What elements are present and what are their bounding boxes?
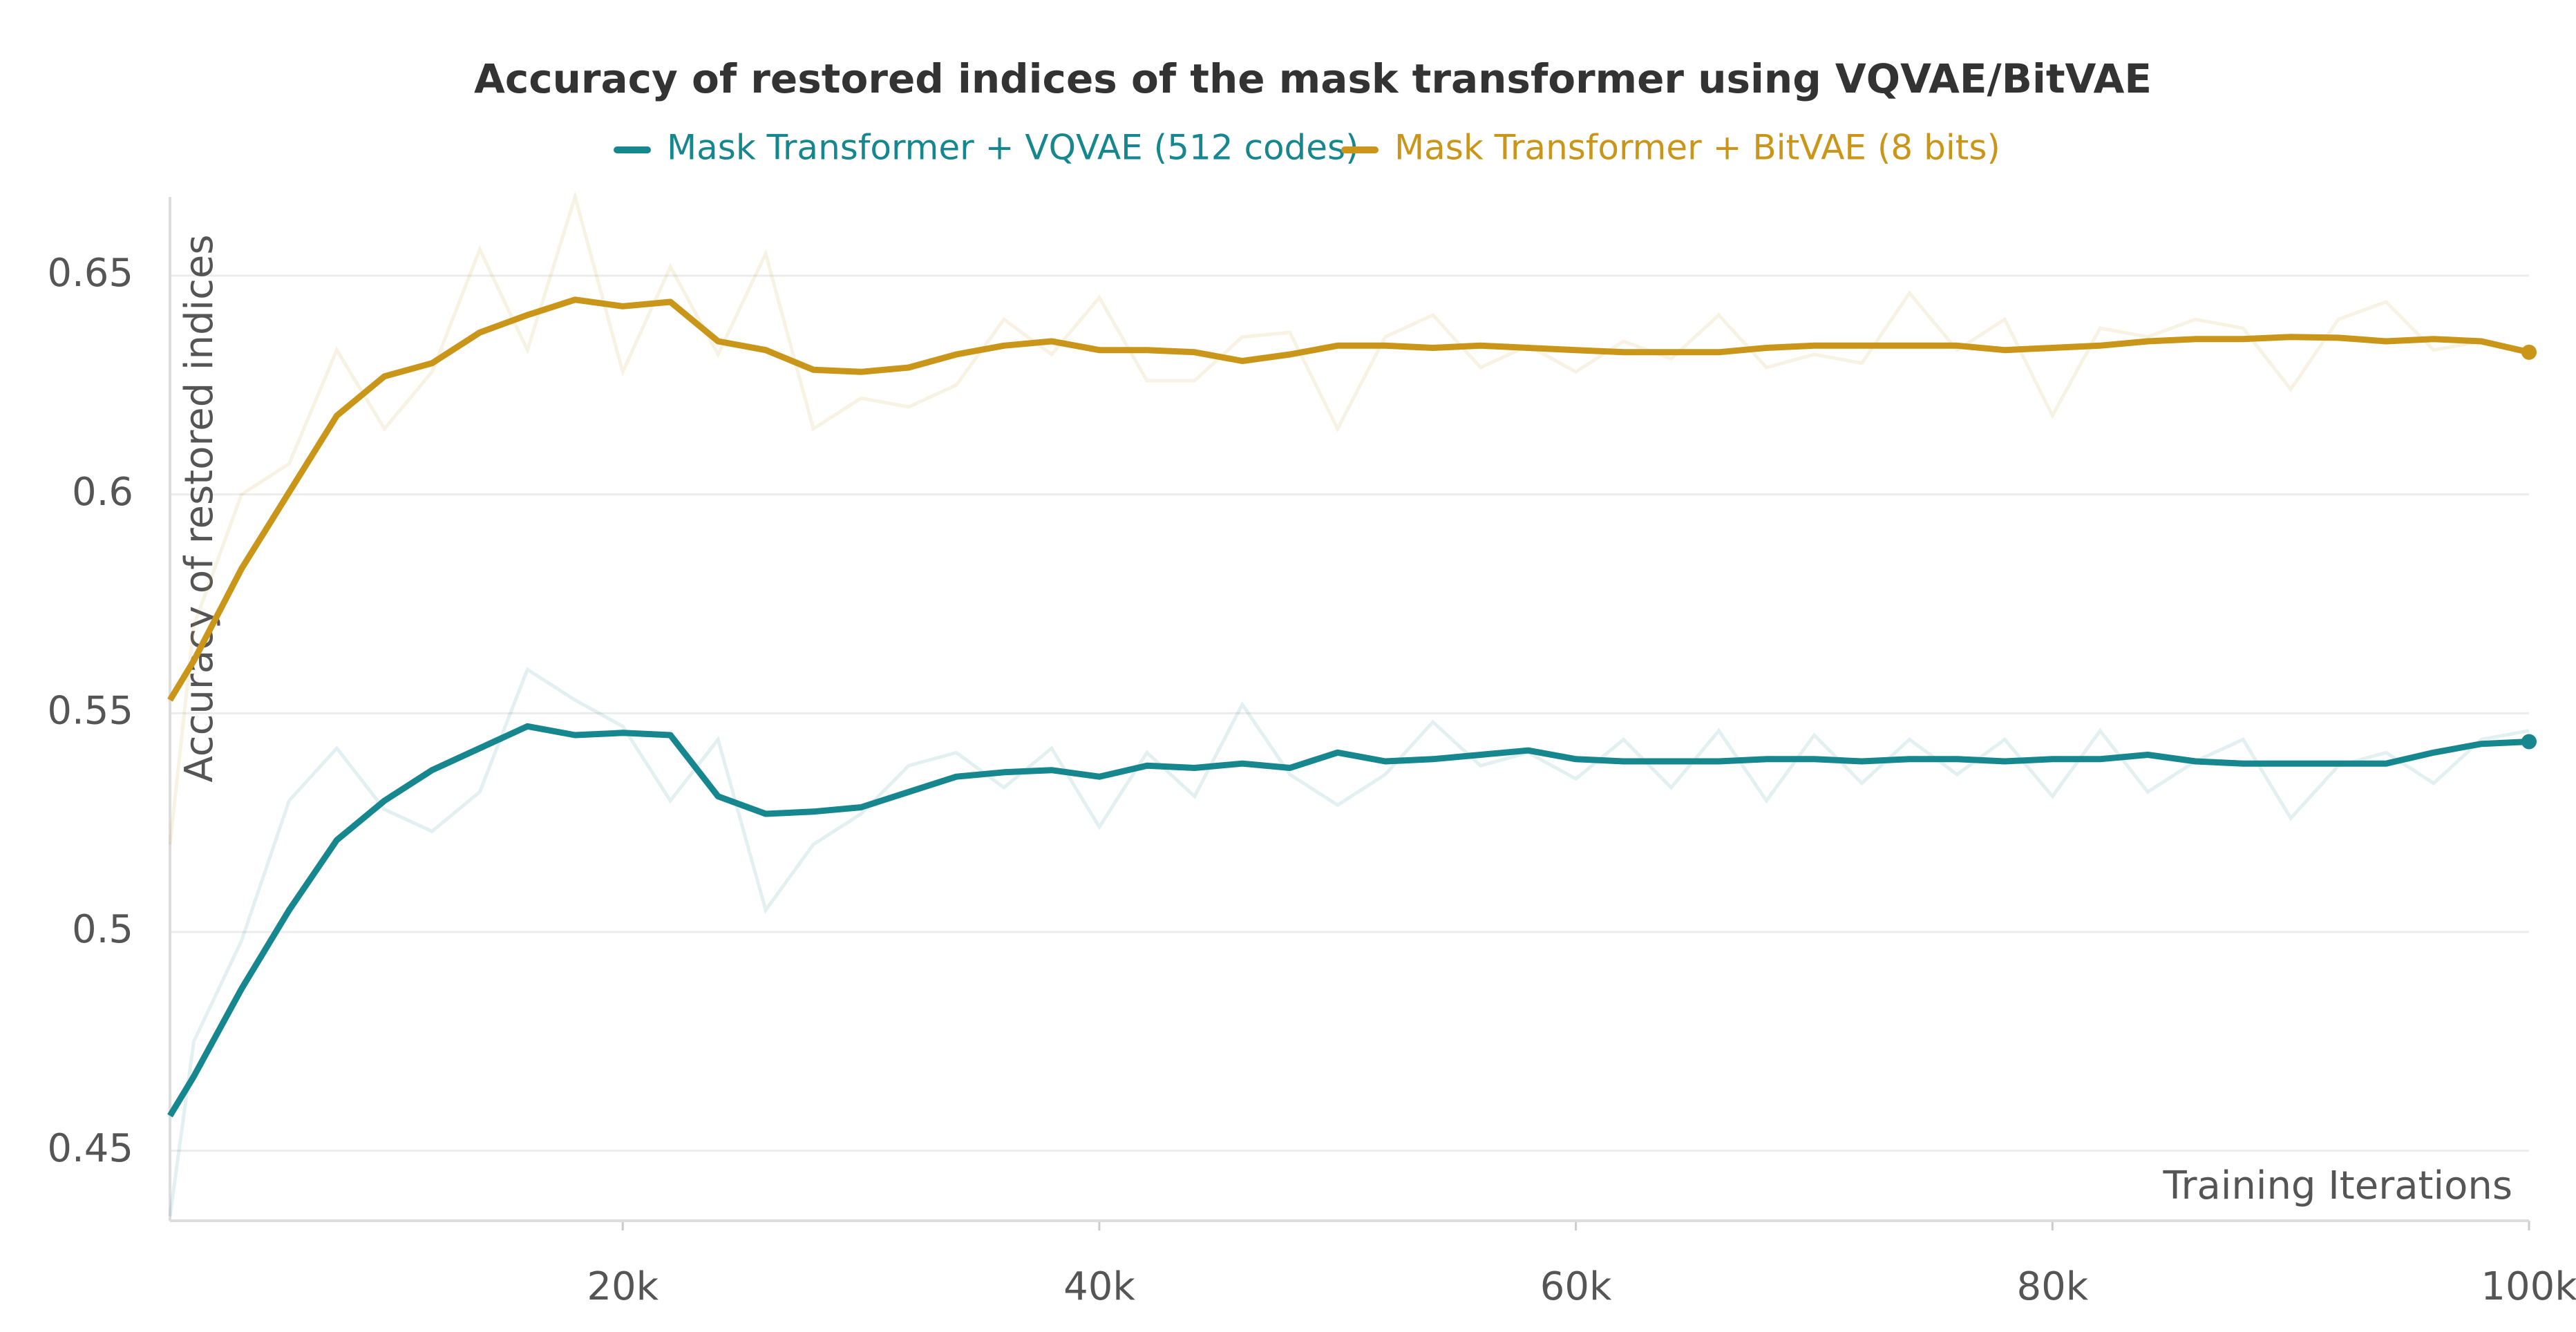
y-axis-title: Accuracy of restored indices (177, 234, 222, 782)
x-axis-title: Training Iterations (2163, 1163, 2512, 1208)
series-line (167, 296, 2530, 702)
legend-label: Mask Transformer + BitVAE (8 bits) (1394, 128, 2000, 168)
series-line (167, 723, 2530, 1118)
end-point (2521, 734, 2537, 750)
x-tick-label: 100k (2481, 1264, 2576, 1309)
y-tick-label: 0.5 (72, 907, 133, 952)
x-tick-label: 20k (587, 1264, 659, 1309)
x-tick-label: 60k (1540, 1264, 1612, 1309)
x-tick-label: 40k (1063, 1264, 1135, 1309)
y-tick-label: 0.55 (47, 688, 133, 733)
y-tick-label: 0.6 (72, 470, 133, 515)
chart-title: Accuracy of restored indices of the mask… (474, 55, 2152, 102)
legend-label: Mask Transformer + VQVAE (512 codes) (667, 128, 1359, 168)
raw-line (168, 191, 2530, 845)
y-tick-label: 0.45 (47, 1126, 133, 1171)
end-point (2521, 344, 2537, 360)
y-tick-label: 0.65 (47, 251, 133, 296)
raw-line (168, 667, 2530, 1217)
x-tick-label: 80k (2016, 1264, 2088, 1309)
